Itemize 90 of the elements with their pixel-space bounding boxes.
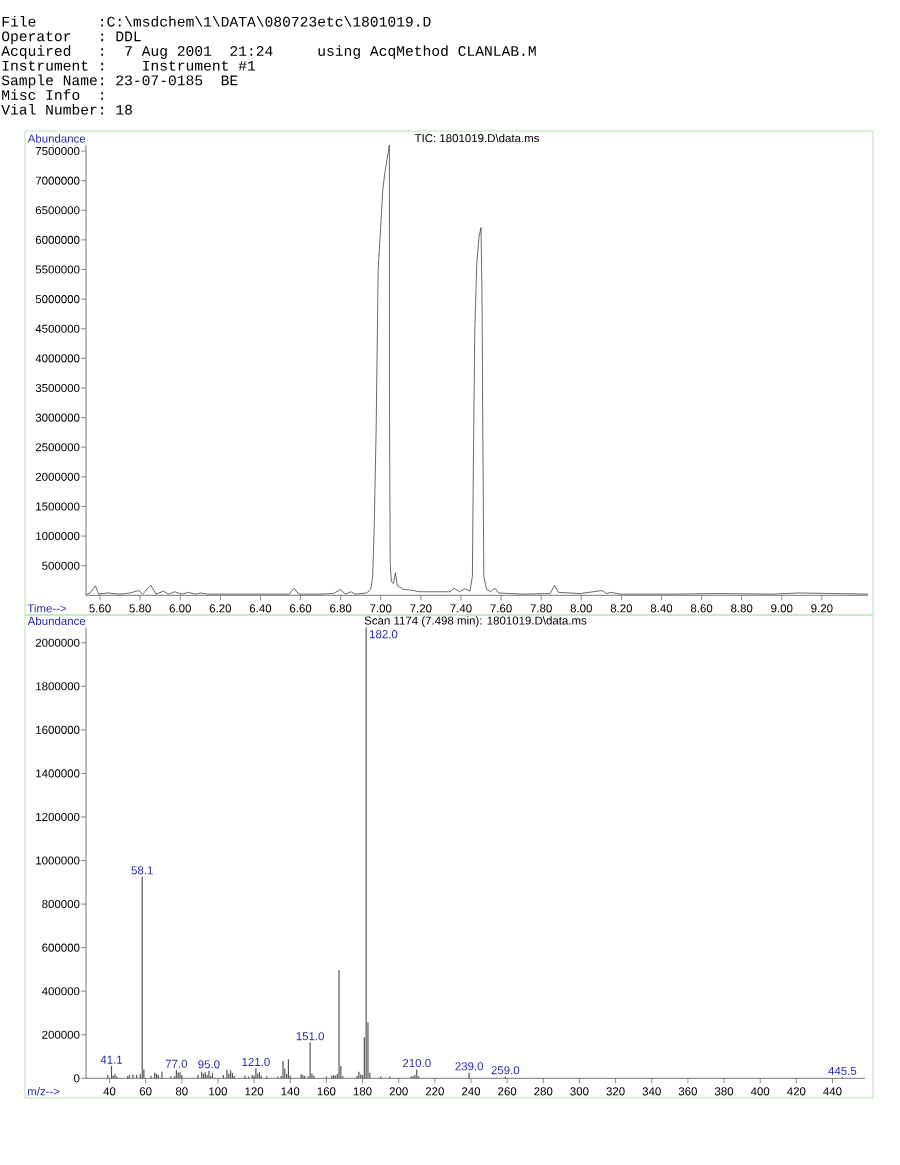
y-axis-title: Abundance [27, 134, 86, 143]
annotation: 58.1 [131, 866, 153, 875]
y-axis-title: Abundance [27, 616, 86, 626]
annotation: 41.1 [100, 1055, 123, 1064]
x-tick-label: 320 [606, 1087, 625, 1096]
y-tick-label: 5000000 [35, 295, 80, 304]
y-tick-label: 4500000 [35, 324, 80, 333]
x-tick-label: 220 [425, 1087, 444, 1096]
x-tick-label: 40 [103, 1087, 116, 1096]
x-tick-label: 300 [570, 1087, 589, 1096]
x-tick-label: 180 [353, 1087, 372, 1096]
y-tick-label: 6000000 [35, 235, 80, 244]
x-tick-label: 8.00 [570, 604, 592, 613]
x-tick-label: 400 [750, 1087, 770, 1096]
x-tick-label: 240 [462, 1087, 481, 1096]
y-tick-label: 3500000 [35, 383, 80, 393]
text: Vial Number: 18 [1, 103, 132, 115]
y-tick-label: 1000000 [36, 856, 80, 865]
annotation: 77.0 [165, 1059, 188, 1068]
y-tick-label: 1200000 [36, 812, 80, 822]
annotation: 239.0 [455, 1062, 484, 1071]
x-tick-label: 7.00 [370, 604, 392, 613]
x-tick-label: 9.20 [811, 604, 833, 613]
x-axis-title: Time--> [27, 604, 67, 613]
y-tick-label: 1400000 [36, 769, 80, 778]
y-tick-label: 6500000 [35, 206, 80, 215]
x-axis-title: m/z--> [28, 1087, 60, 1096]
x-tick-label: 9.00 [771, 604, 793, 613]
x-tick-label: 140 [281, 1087, 300, 1096]
x-tick-label: 8.60 [690, 604, 713, 613]
annotation: 182.0 [369, 630, 398, 639]
x-tick-label: 280 [534, 1087, 553, 1096]
x-tick-label: 5.60 [89, 604, 111, 613]
x-tick-label: 260 [498, 1087, 517, 1096]
x-tick-label: 6.80 [330, 604, 352, 613]
text: Operator : DDL [2, 31, 141, 45]
x-tick-label: 420 [787, 1087, 806, 1096]
x-tick-label: 340 [642, 1087, 661, 1096]
y-tick-label: 1600000 [36, 725, 80, 734]
y-tick-label: 1800000 [36, 682, 80, 691]
x-tick-label: 7.40 [450, 604, 472, 613]
text: Instrument : Instrument #1 [2, 60, 256, 71]
y-tick-label: 5500000 [35, 265, 80, 274]
x-tick-label: 7.20 [410, 604, 432, 613]
annotation: 210.0 [402, 1058, 431, 1068]
x-tick-label: 200 [389, 1087, 408, 1096]
x-tick-label: 6.20 [209, 604, 232, 613]
text: Sample Name: 23-07-0185 BE [1, 74, 238, 89]
x-tick-label: 120 [245, 1087, 264, 1096]
y-tick-label: 400000 [41, 987, 80, 996]
x-tick-label: 6.00 [169, 604, 191, 613]
x-tick-label: 380 [714, 1087, 734, 1096]
text: Acquired : 7 Aug 2001 21:24 using AcqMethod CLANLAB.M [1, 45, 536, 59]
y-tick-label: 800000 [42, 900, 80, 909]
y-tick-label: 2500000 [35, 443, 80, 452]
y-tick-label: 600000 [42, 943, 80, 952]
y-tick-label: 1500000 [36, 502, 80, 511]
y-tick-label: 500000 [42, 561, 80, 570]
annotation: 259.0 [491, 1066, 520, 1075]
x-tick-label: 8.40 [650, 604, 673, 613]
x-tick-label: 60 [139, 1087, 152, 1096]
x-tick-label: 7.80 [530, 604, 552, 613]
x-tick-label: 80 [175, 1087, 188, 1096]
y-tick-label: 2000000 [35, 638, 80, 647]
x-tick-label: 160 [317, 1087, 336, 1096]
y-tick-label: 2000000 [35, 472, 80, 481]
y-tick-label: 7000000 [35, 176, 80, 185]
y-tick-label: 0 [73, 1074, 80, 1083]
chart-title: TIC: 1801019.D\data.ms [414, 133, 540, 143]
x-tick-label: 6.40 [249, 604, 272, 613]
chart-title: Scan 1174 (7.498 min): 1801019.D\data.ms [364, 616, 587, 627]
x-tick-label: 100 [209, 1087, 228, 1096]
x-tick-label: 5.80 [129, 604, 151, 613]
x-tick-label: 8.20 [610, 604, 633, 613]
text: Misc Info : [2, 89, 104, 101]
annotation: 95.0 [198, 1060, 220, 1069]
x-tick-label: 8.80 [731, 604, 753, 613]
annotation: 151.0 [296, 1032, 324, 1041]
text: File :C:\msdchem\1\DATA\080723etc\1801019.D [2, 15, 431, 27]
x-tick-label: 6.60 [289, 604, 312, 613]
y-tick-label: 200000 [42, 1030, 80, 1039]
y-tick-label: 7500000 [35, 146, 80, 156]
y-tick-label: 3000000 [35, 413, 80, 422]
y-tick-label: 1000000 [36, 532, 80, 541]
x-tick-label: 360 [678, 1087, 697, 1096]
x-tick-label: 7.60 [490, 604, 512, 613]
x-tick-label: 440 [823, 1087, 842, 1096]
annotation: 445.5 [828, 1066, 857, 1075]
annotation: 121.0 [242, 1057, 270, 1067]
y-tick-label: 4000000 [35, 354, 80, 363]
